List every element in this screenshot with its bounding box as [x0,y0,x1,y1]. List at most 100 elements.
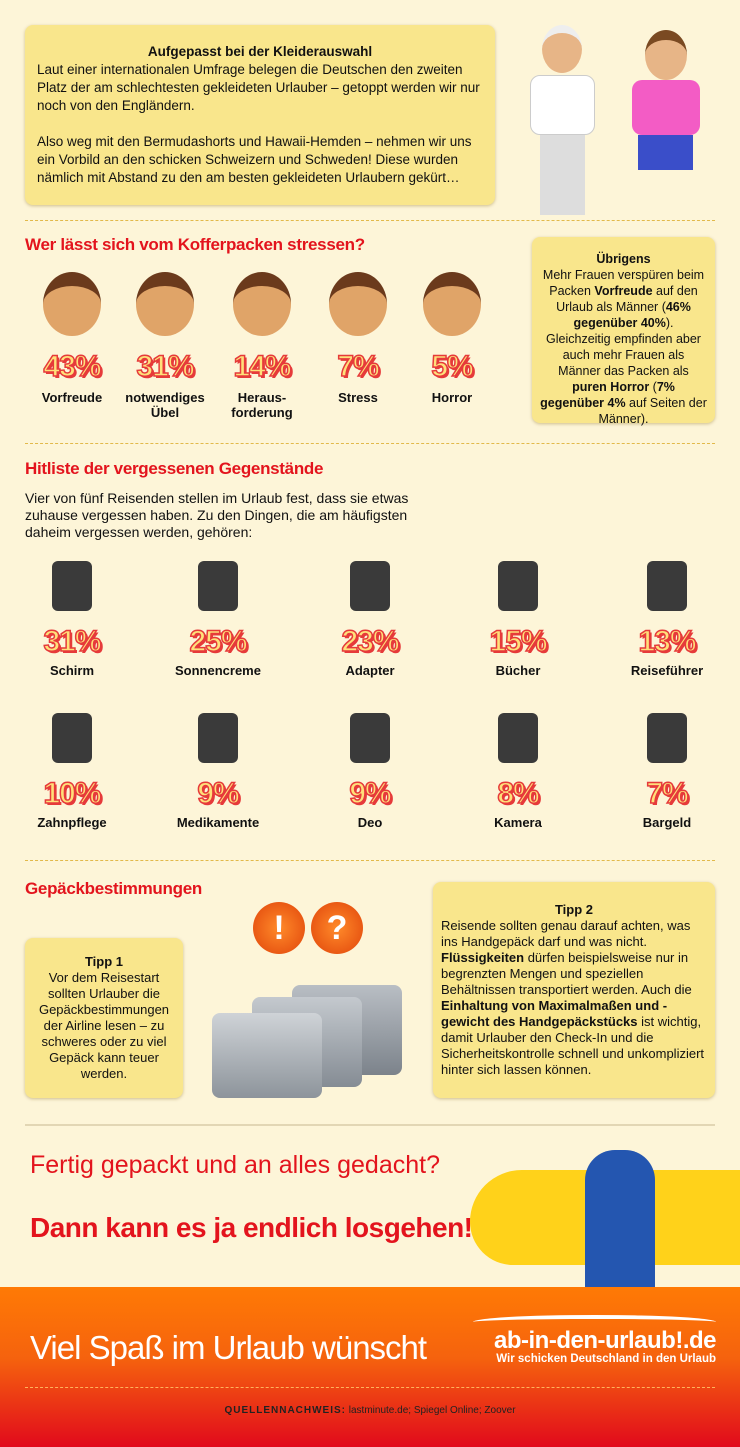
guidebook-icon [632,553,702,615]
suitcases-illustration [212,975,407,1100]
tip2-bold: Flüssigkeiten [441,950,525,965]
side-text: ( [649,380,657,394]
forgotten-label: Kamera [494,815,542,830]
forgotten-percent: 25% [189,624,249,659]
forgotten-item: 7% Bargeld [602,705,732,830]
side-text: auf Seiten der Männer). [598,396,707,426]
forgotten-percent: 13% [638,624,698,659]
warning-badges: ! ? [253,902,363,954]
adapter-icon [335,553,405,615]
luggage-heading: Gepäckbestimmungen [25,879,202,898]
stress-label: Horror [431,390,473,405]
forgot-intro: Vier von fünf Reisenden stellen im Urlau… [25,490,409,540]
forgotten-item: 9% Deo [305,705,435,830]
cta-line-1: Fertig gepackt und an alles gedacht? [30,1151,440,1179]
umbrella-icon [37,553,107,615]
books-icon [483,553,553,615]
side-bold: 46% gegenüber 40% [573,300,691,330]
forgotten-label: Zahnpflege [37,815,107,830]
cash-icon [632,705,702,767]
side-text: ). Gleichzeitig empfinden aber auch mehr… [546,316,701,378]
forgotten-item: 8% Kamera [453,705,583,830]
divider [25,220,715,221]
camera-icon [483,705,553,767]
intro-title: Aufgepasst bei der Kleiderauswahl [147,44,373,59]
forgotten-item: 13% Reiseführer [602,553,732,678]
forgotten-item: 9% Medikamente [153,705,283,830]
cta-line-2: Dann kann es ja endlich losgehen! [30,1212,473,1243]
tip2-title: Tipp 2 [554,902,594,917]
footer: Viel Spaß im Urlaub wünscht ab-in-den-ur… [0,1287,740,1447]
divider [25,860,715,861]
logo-slogan: Wir schicken Deutschland in den Urlaub [496,1353,716,1365]
forgotten-label: Adapter [345,663,395,678]
forgotten-percent: 7% [646,776,690,811]
forgotten-percent: 15% [489,624,549,659]
stress-item: 7% Stress [293,272,423,405]
side-note-box: Übrigens Mehr Frauen verspüren beim Pack… [532,237,715,426]
worried-face-icon [136,272,194,336]
forgotten-label: Reiseführer [630,663,704,678]
tourist-illustration [520,25,710,215]
side-text: Mehr Frauen verspüren beim Packen [542,268,705,298]
forgotten-percent: 10% [43,776,103,811]
stress-label: Vorfreude [41,390,103,405]
screaming-face-icon [423,272,481,336]
tip2-text: Reisende sollten genau darauf achten, wa… [441,918,691,949]
divider [25,1387,715,1388]
stress-label: Heraus-forderung [231,390,293,420]
brand-logo[interactable]: ab-in-den-urlaub!.de Wir schicken Deutsc… [473,1315,717,1365]
grinning-face-icon [233,272,291,336]
stress-item: 31% notwendiges Übel [100,272,230,420]
happy-face-icon [43,272,101,336]
forgotten-percent: 9% [197,776,241,811]
footer-wish: Viel Spaß im Urlaub wünscht [30,1329,427,1366]
side-bold: 7% gegenüber 4% [540,380,675,410]
stress-label: Stress [338,390,378,405]
stress-percent: 43% [43,349,103,384]
forgotten-percent: 9% [349,776,393,811]
forgotten-percent: 23% [341,624,401,659]
tip2-text: ist wichtig, damit Urlauber den Check-In… [441,1014,705,1077]
side-bold: puren Horror [572,380,650,394]
intro-box: Aufgepasst bei der Kleiderauswahl Laut e… [25,25,495,205]
tip2-bold: Einhaltung von Maximalmaßen und -gewicht… [441,998,668,1029]
logo-text: ab-in-den-urlaub!.de [494,1327,716,1354]
tip1-text: Vor dem Reisestart sollten Urlauber die … [38,970,170,1081]
sources-label: QUELLENNACHWEIS: [224,1405,346,1416]
forgotten-item: 15% Bücher [453,553,583,678]
medicine-icon [183,705,253,767]
forgotten-label: Medikamente [176,815,260,830]
intro-text-1: Laut einer internationalen Umfrage beleg… [37,62,480,113]
forgotten-item: 25% Sonnencreme [153,553,283,678]
stress-item: 14% Heraus-forderung [197,272,327,420]
stress-percent: 5% [431,349,475,384]
forgotten-label: Schirm [49,663,95,678]
forgotten-label: Deo [357,815,383,830]
forgotten-item: 10% Zahnpflege [7,705,137,830]
stress-percent: 7% [337,349,381,384]
stress-percent: 31% [136,349,196,384]
forgotten-label: Bücher [495,663,541,678]
stewardess-plane-illustration [470,1150,740,1290]
sources: QUELLENNACHWEIS: lastminute.de; Spiegel … [0,1405,740,1416]
toothbrush-icon [37,705,107,767]
side-bold: Vorfreude [594,284,653,298]
question-badge: ? [311,902,363,954]
tip1-title: Tipp 1 [84,954,124,969]
forgotten-item: 23% Adapter [305,553,435,678]
tip2-text: dürfen beispielsweise nur in begrenzten … [441,950,692,997]
forgot-heading: Hitliste der vergessenen Gegenstände [25,459,324,478]
stress-heading: Wer lässt sich vom Kofferpacken stressen… [25,235,365,254]
side-note-title: Übrigens [596,252,651,266]
divider [25,443,715,444]
sources-list: lastminute.de; Spiegel Online; Zoover [346,1405,516,1416]
forgotten-item: 31% Schirm [7,553,137,678]
forgotten-percent: 31% [43,624,103,659]
tip1-box: Tipp 1 Vor dem Reisestart sollten Urlaub… [25,938,183,1098]
stressed-face-icon [329,272,387,336]
forgotten-label: Sonnencreme [175,663,261,678]
intro-text-2: Also weg mit den Bermudashorts und Hawai… [37,134,472,185]
tip2-box: Tipp 2 Reisende sollten genau darauf ach… [433,882,715,1098]
stress-label: notwendiges Übel [125,390,205,420]
